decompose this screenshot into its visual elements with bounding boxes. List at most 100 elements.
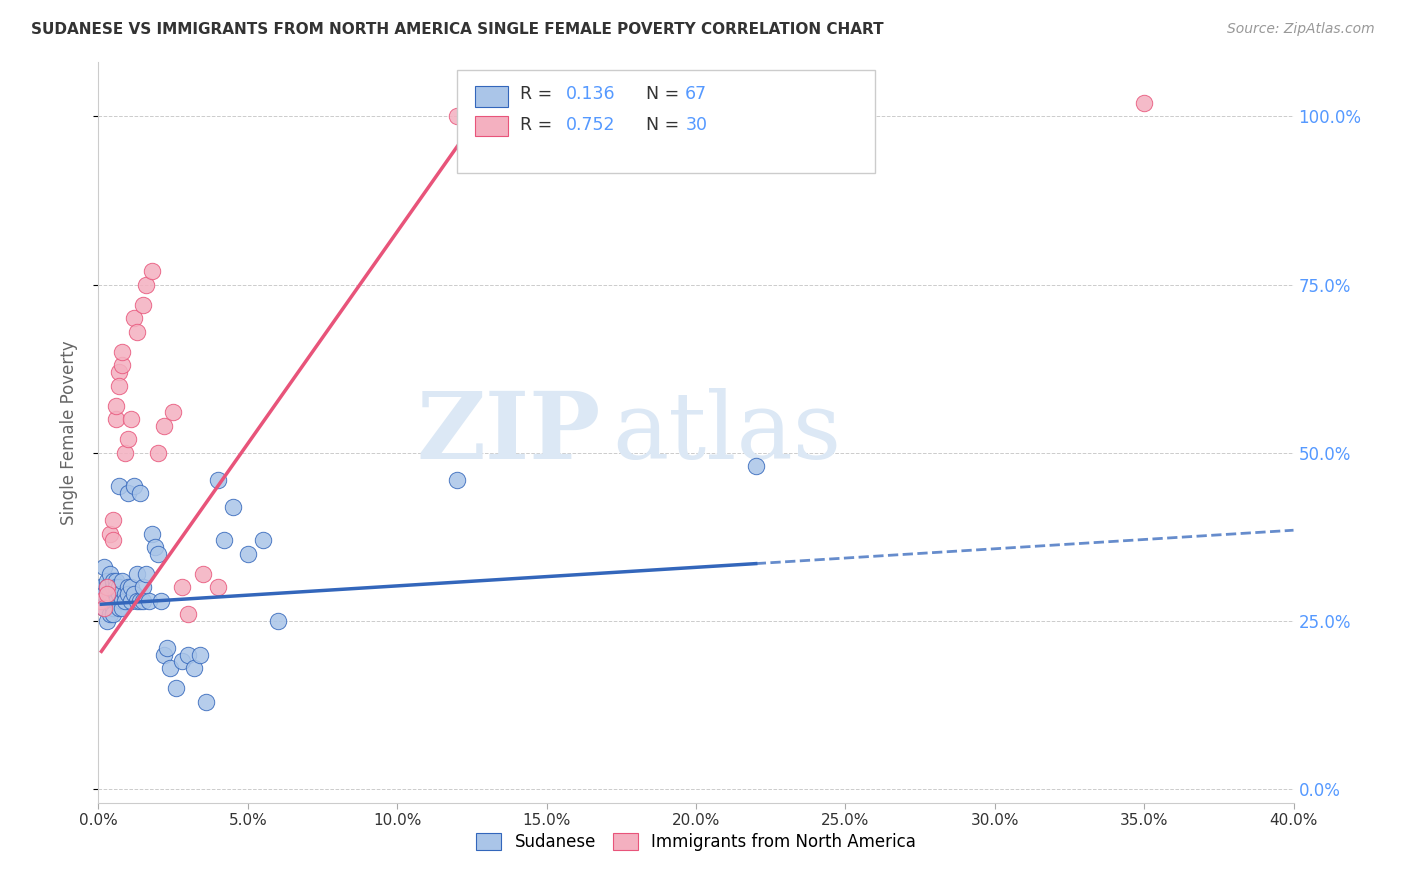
FancyBboxPatch shape: [475, 116, 509, 136]
Point: [127, 566, 149, 581]
Point: [108, 378, 131, 392]
Point: [98, 566, 122, 581]
Point: [114, 594, 136, 608]
Point: [103, 594, 125, 608]
Point: [446, 109, 468, 123]
Point: [159, 661, 181, 675]
Point: [132, 594, 155, 608]
FancyBboxPatch shape: [457, 70, 876, 173]
Point: [105, 587, 128, 601]
Point: [183, 661, 205, 675]
Text: Source: ZipAtlas.com: Source: ZipAtlas.com: [1227, 22, 1375, 37]
Point: [150, 594, 173, 608]
Point: [103, 581, 125, 595]
Point: [177, 607, 200, 622]
Point: [108, 587, 131, 601]
Point: [252, 533, 274, 548]
Point: [156, 640, 179, 655]
Y-axis label: Single Female Poverty: Single Female Poverty: [59, 341, 77, 524]
Point: [108, 600, 131, 615]
Point: [165, 681, 187, 696]
Point: [111, 594, 134, 608]
Point: [98, 607, 122, 622]
Point: [124, 311, 146, 326]
Point: [191, 566, 214, 581]
Point: [96, 587, 118, 601]
Point: [236, 547, 259, 561]
Point: [120, 412, 142, 426]
Point: [105, 581, 128, 595]
Point: [135, 277, 157, 292]
Text: 0.752: 0.752: [565, 116, 616, 135]
Point: [103, 607, 125, 622]
Text: N =: N =: [645, 116, 685, 135]
Point: [111, 359, 134, 373]
Point: [124, 587, 146, 601]
Point: [103, 600, 125, 615]
Text: atlas: atlas: [613, 388, 842, 477]
Point: [141, 264, 163, 278]
Point: [129, 486, 152, 500]
Text: SUDANESE VS IMMIGRANTS FROM NORTH AMERICA SINGLE FEMALE POVERTY CORRELATION CHAR: SUDANESE VS IMMIGRANTS FROM NORTH AMERIC…: [31, 22, 883, 37]
Point: [207, 581, 229, 595]
Point: [111, 600, 134, 615]
Point: [93, 560, 115, 574]
Point: [222, 500, 245, 514]
Point: [96, 574, 118, 588]
Point: [153, 418, 176, 433]
Point: [103, 574, 125, 588]
Text: 0.136: 0.136: [565, 86, 616, 103]
Point: [135, 566, 157, 581]
Point: [143, 540, 166, 554]
Point: [153, 648, 176, 662]
Point: [98, 526, 122, 541]
Point: [129, 594, 152, 608]
Point: [172, 655, 194, 669]
FancyBboxPatch shape: [475, 87, 509, 107]
Point: [124, 479, 146, 493]
Text: 30: 30: [685, 116, 707, 135]
Point: [120, 594, 142, 608]
Point: [90, 594, 112, 608]
Point: [745, 459, 768, 474]
Point: [207, 473, 229, 487]
Point: [138, 594, 160, 608]
Point: [108, 365, 131, 379]
Point: [98, 594, 122, 608]
Point: [446, 473, 468, 487]
Point: [105, 594, 128, 608]
Point: [127, 594, 149, 608]
Point: [105, 574, 128, 588]
Point: [103, 513, 125, 527]
Point: [120, 581, 142, 595]
Point: [93, 600, 115, 615]
Point: [96, 581, 118, 595]
Point: [172, 581, 194, 595]
Point: [96, 581, 118, 595]
Text: ZIP: ZIP: [416, 388, 600, 477]
Point: [93, 600, 115, 615]
Point: [188, 648, 211, 662]
Point: [132, 298, 155, 312]
Point: [117, 486, 139, 500]
Point: [127, 325, 149, 339]
Text: 67: 67: [685, 86, 707, 103]
Point: [111, 344, 134, 359]
Point: [114, 587, 136, 601]
Point: [195, 695, 218, 709]
Point: [117, 587, 139, 601]
Point: [148, 446, 170, 460]
Point: [98, 587, 122, 601]
Legend: Sudanese, Immigrants from North America: Sudanese, Immigrants from North America: [470, 826, 922, 857]
Point: [108, 479, 131, 493]
Point: [132, 581, 155, 595]
Point: [114, 446, 136, 460]
Point: [108, 581, 131, 595]
Point: [93, 587, 115, 601]
Point: [162, 405, 184, 419]
Point: [148, 547, 170, 561]
Point: [177, 648, 200, 662]
Text: N =: N =: [645, 86, 685, 103]
Point: [117, 581, 139, 595]
Point: [96, 614, 118, 628]
